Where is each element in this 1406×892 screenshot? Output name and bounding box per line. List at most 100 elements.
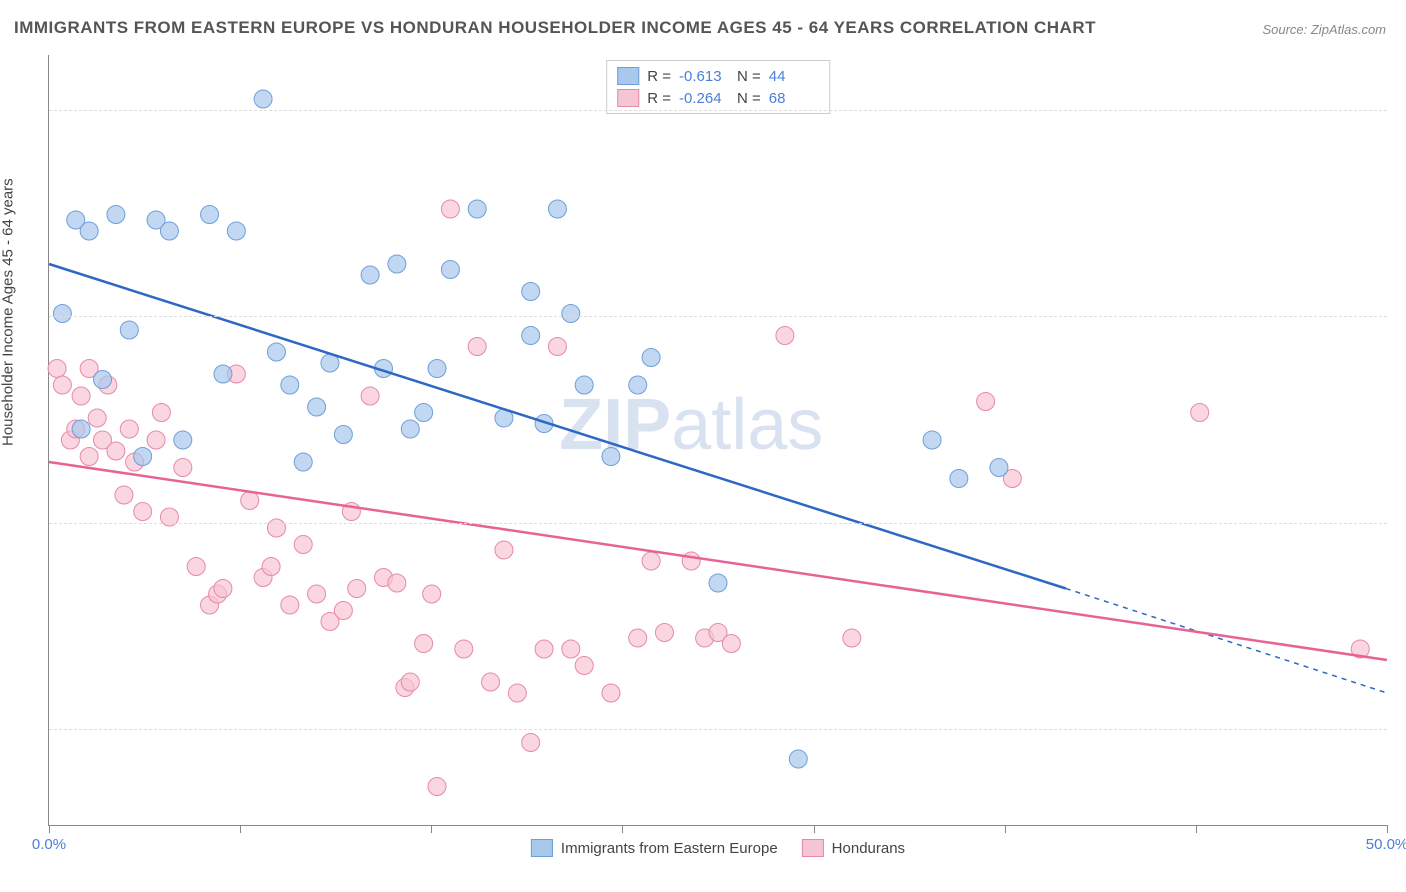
data-point <box>441 200 459 218</box>
data-point <box>548 200 566 218</box>
data-point <box>134 448 152 466</box>
scatter-svg <box>49 55 1387 825</box>
data-point <box>214 580 232 598</box>
data-point <box>923 431 941 449</box>
data-point <box>72 420 90 438</box>
data-point <box>267 343 285 361</box>
data-point <box>48 360 66 378</box>
data-point <box>575 657 593 675</box>
data-point <box>308 585 326 603</box>
data-point <box>535 640 553 658</box>
legend-label-1: Immigrants from Eastern Europe <box>561 840 778 857</box>
grid-line <box>49 316 1387 317</box>
data-point <box>388 574 406 592</box>
data-point <box>388 255 406 273</box>
data-point <box>428 360 446 378</box>
y-tick-label: $150,000 <box>1397 102 1406 119</box>
legend-bottom: Immigrants from Eastern Europe Hondurans <box>531 839 905 857</box>
data-point <box>152 404 170 422</box>
data-point <box>401 420 419 438</box>
x-tick <box>622 825 623 833</box>
r-value-2: -0.264 <box>679 90 729 107</box>
x-tick <box>1196 825 1197 833</box>
data-point <box>776 327 794 345</box>
r-value-1: -0.613 <box>679 68 729 85</box>
r-label-2: R = <box>647 90 671 107</box>
data-point <box>629 376 647 394</box>
data-point <box>682 552 700 570</box>
y-tick-label: $112,500 <box>1397 308 1406 325</box>
data-point <box>201 206 219 224</box>
data-point <box>348 580 366 598</box>
data-point <box>522 734 540 752</box>
n-label-2: N = <box>737 90 761 107</box>
data-point <box>642 552 660 570</box>
data-point <box>441 261 459 279</box>
data-point <box>187 558 205 576</box>
data-point <box>254 90 272 108</box>
data-point <box>361 266 379 284</box>
grid-line <box>49 729 1387 730</box>
data-point <box>423 585 441 603</box>
data-point <box>522 327 540 345</box>
data-point <box>950 470 968 488</box>
data-point <box>134 503 152 521</box>
legend-stats-row-1: R = -0.613 N = 44 <box>617 65 819 87</box>
trend-line-extrapolated <box>1066 589 1387 694</box>
x-tick-label: 0.0% <box>32 836 66 853</box>
plot-area: ZIPatlas R = -0.613 N = 44 R = -0.264 N … <box>48 55 1387 826</box>
x-tick <box>814 825 815 833</box>
data-point <box>241 492 259 510</box>
data-point <box>562 305 580 323</box>
r-label-1: R = <box>647 68 671 85</box>
swatch-series-2 <box>617 89 639 107</box>
data-point <box>107 206 125 224</box>
data-point <box>227 222 245 240</box>
data-point <box>843 629 861 647</box>
data-point <box>53 376 71 394</box>
legend-stats-row-2: R = -0.264 N = 68 <box>617 87 819 109</box>
data-point <box>642 349 660 367</box>
data-point <box>468 338 486 356</box>
data-point <box>482 673 500 691</box>
swatch-series-1 <box>617 67 639 85</box>
data-point <box>72 387 90 405</box>
legend-item-1: Immigrants from Eastern Europe <box>531 839 778 857</box>
chart-container: IMMIGRANTS FROM EASTERN EUROPE VS HONDUR… <box>0 0 1406 892</box>
data-point <box>262 558 280 576</box>
legend-item-2: Hondurans <box>802 839 905 857</box>
n-label-1: N = <box>737 68 761 85</box>
data-point <box>415 635 433 653</box>
data-point <box>789 750 807 768</box>
data-point <box>990 459 1008 477</box>
data-point <box>334 602 352 620</box>
data-point <box>401 673 419 691</box>
data-point <box>115 486 133 504</box>
data-point <box>562 640 580 658</box>
data-point <box>468 200 486 218</box>
data-point <box>107 442 125 460</box>
data-point <box>120 321 138 339</box>
data-point <box>655 624 673 642</box>
data-point <box>629 629 647 647</box>
data-point <box>1191 404 1209 422</box>
data-point <box>602 448 620 466</box>
y-tick-label: $75,000 <box>1397 514 1406 531</box>
data-point <box>722 635 740 653</box>
grid-line <box>49 523 1387 524</box>
data-point <box>294 536 312 554</box>
data-point <box>495 541 513 559</box>
data-point <box>80 448 98 466</box>
swatch-bottom-1 <box>531 839 553 857</box>
data-point <box>294 453 312 471</box>
n-value-2: 68 <box>769 90 819 107</box>
data-point <box>80 222 98 240</box>
data-point <box>214 365 232 383</box>
data-point <box>522 283 540 301</box>
trend-line <box>49 264 1066 589</box>
swatch-bottom-2 <box>802 839 824 857</box>
data-point <box>53 305 71 323</box>
x-tick <box>1005 825 1006 833</box>
data-point <box>281 376 299 394</box>
legend-label-2: Hondurans <box>832 840 905 857</box>
